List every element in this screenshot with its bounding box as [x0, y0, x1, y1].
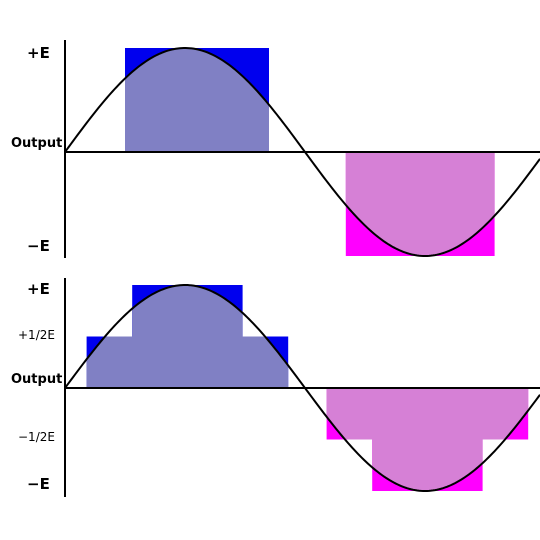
- two-level-plus-e-label: +E: [27, 44, 50, 62]
- three-level-minus-half-label: −1/2E: [18, 430, 55, 444]
- two-level-overlap: [125, 48, 495, 256]
- two-level-sine-curve: [64, 46, 540, 258]
- three-level-minus-e-label: −E: [27, 475, 50, 493]
- three-level-plus-e-label: +E: [27, 280, 50, 298]
- three-level-diagram: +E +1/2E Output −1/2E −E: [11, 278, 540, 497]
- three-level-overlap: [86, 285, 529, 491]
- three-level-output-label: Output: [11, 372, 62, 387]
- two-level-output-label: Output: [11, 136, 62, 151]
- three-level-sine-curve: [64, 283, 540, 493]
- positive-overlap-0: [125, 48, 269, 152]
- positive-overlap-1: [132, 285, 243, 388]
- negative-overlap-1: [345, 152, 495, 256]
- two-level-diagram: +E Output −E: [11, 40, 540, 258]
- negative-overlap-3: [372, 388, 483, 491]
- two-level-minus-e-label: −E: [27, 237, 50, 255]
- three-level-plus-half-label: +1/2E: [18, 328, 55, 342]
